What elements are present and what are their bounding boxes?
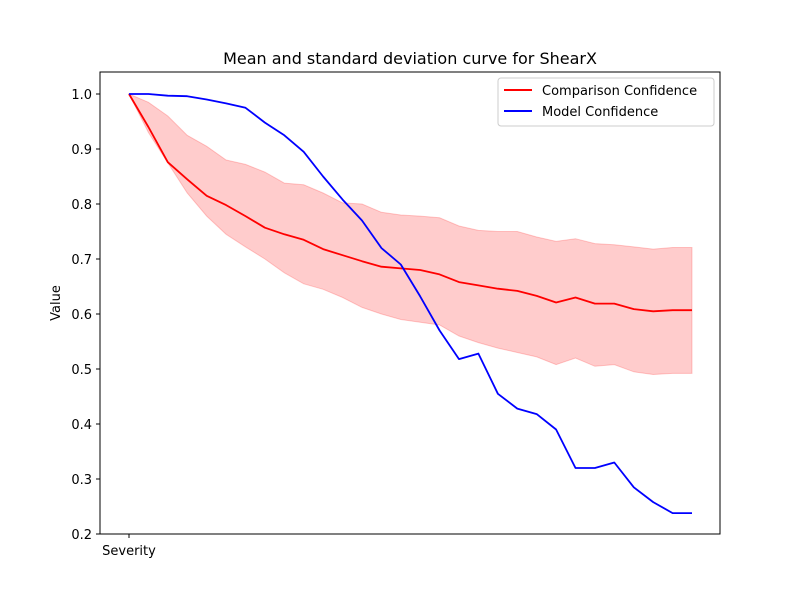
- plot-area: [127, 93, 693, 514]
- x-tick-label: Severity: [102, 544, 156, 559]
- series-line-comparison: [128, 93, 692, 313]
- y-tick-label: 0.8: [71, 198, 92, 213]
- legend-label-model: Model Confidence: [542, 105, 658, 120]
- y-tick-label: 0.9: [71, 143, 92, 158]
- y-tick-label: 1.0: [71, 88, 92, 103]
- x-axis: Severity: [102, 534, 156, 559]
- y-tick-label: 0.7: [71, 253, 92, 268]
- legend-label-comparison: Comparison Confidence: [542, 84, 697, 99]
- chart-title: Mean and standard deviation curve for Sh…: [223, 49, 597, 68]
- y-tick-label: 0.4: [71, 418, 92, 433]
- axes-frame: [99, 71, 721, 535]
- y-axis-label: Value: [49, 285, 64, 321]
- y-tick-label: 0.2: [71, 528, 92, 543]
- y-tick-label: 0.3: [71, 473, 92, 488]
- legend-box: [497, 77, 715, 127]
- series-line-model: [129, 93, 692, 514]
- y-tick-label: 0.6: [71, 308, 92, 323]
- y-tick-label: 0.5: [71, 363, 92, 378]
- y-axis: 0.2 0.3 0.4 0.5 0.6 0.7 0.8 0.9 1.0: [71, 88, 100, 543]
- legend: Comparison Confidence Model Confidence: [497, 77, 715, 127]
